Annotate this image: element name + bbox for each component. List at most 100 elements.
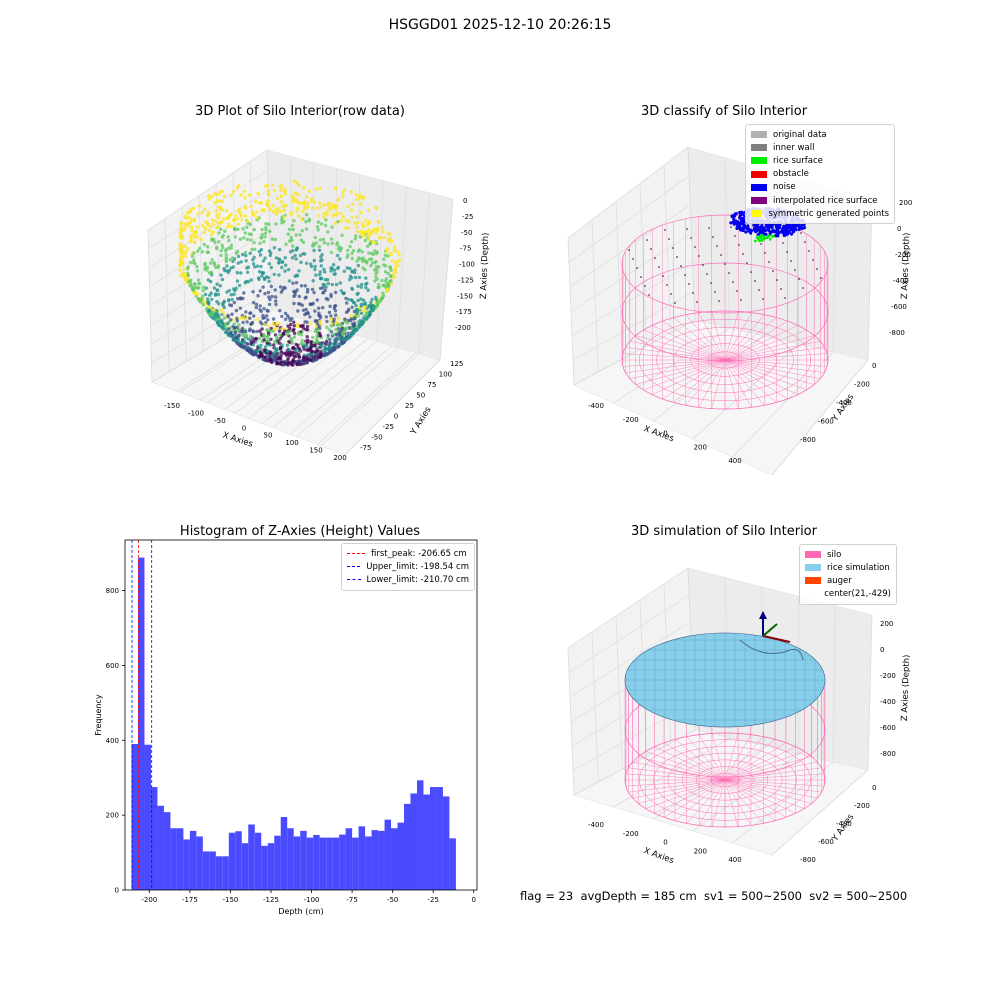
grid-line <box>771 359 869 476</box>
data-point <box>231 218 236 222</box>
auger-y-arrow <box>762 623 778 637</box>
data-point <box>365 281 369 285</box>
data-point <box>225 264 229 268</box>
data-point <box>357 275 362 280</box>
data-point <box>374 206 379 210</box>
x-axis-label: X Axies <box>642 846 675 866</box>
data-point <box>240 328 244 333</box>
z-tick-label: -175 <box>456 308 472 316</box>
legend-swatch <box>805 577 821 585</box>
data-point <box>289 211 293 215</box>
data-point <box>192 258 196 262</box>
grid-line <box>296 347 399 438</box>
legend-swatch <box>751 183 767 191</box>
data-point <box>254 349 258 353</box>
data-point <box>311 359 315 363</box>
data-point <box>318 238 322 242</box>
data-point <box>203 292 208 297</box>
interpolated-point <box>714 291 716 293</box>
data-point <box>249 311 253 315</box>
data-point <box>392 275 397 280</box>
data-point <box>253 247 257 251</box>
data-point <box>318 273 322 277</box>
data-point <box>278 337 282 341</box>
data-point <box>202 242 206 247</box>
data-point <box>223 330 228 335</box>
data-point <box>195 264 199 269</box>
data-point <box>332 268 337 272</box>
data-point <box>266 318 270 322</box>
data-point <box>180 249 184 253</box>
raw-axes-box <box>147 149 454 456</box>
data-point <box>208 261 213 265</box>
data-point <box>240 218 244 222</box>
noise-point <box>732 220 736 224</box>
data-point <box>389 282 393 286</box>
legend-item: Upper_limit: -198.54 cm <box>347 560 469 573</box>
classify-plot-title: 3D classify of Silo Interior <box>640 104 808 119</box>
data-point <box>219 308 224 312</box>
data-point <box>312 290 316 295</box>
y-tick-label: 75 <box>428 381 437 389</box>
noise-point <box>774 229 778 233</box>
grid-line <box>272 340 378 428</box>
noise-point <box>778 226 782 230</box>
data-point <box>267 302 272 307</box>
data-point <box>305 324 310 329</box>
data-point <box>306 287 310 292</box>
data-point <box>263 231 268 236</box>
data-point <box>323 345 327 349</box>
data-point <box>351 249 356 253</box>
data-point <box>210 238 214 242</box>
data-point <box>354 234 358 238</box>
data-point <box>370 306 374 311</box>
data-point <box>368 242 372 246</box>
data-point <box>343 317 347 321</box>
noise-point <box>766 225 770 229</box>
data-point <box>318 186 322 191</box>
data-point <box>375 303 380 307</box>
data-point <box>280 221 284 225</box>
data-point <box>229 243 234 247</box>
data-point <box>217 205 221 209</box>
histogram-bar <box>358 826 366 890</box>
data-point <box>226 225 230 229</box>
interpolated-point <box>758 289 760 291</box>
data-point <box>345 301 349 305</box>
data-point <box>222 194 226 198</box>
data-point <box>287 316 291 320</box>
data-point <box>219 227 223 231</box>
data-point <box>308 315 312 319</box>
data-point <box>279 350 284 355</box>
data-point <box>327 328 331 332</box>
data-point <box>359 297 363 301</box>
data-point <box>283 317 288 321</box>
data-point <box>345 266 349 270</box>
data-point <box>245 237 250 242</box>
data-point <box>264 228 268 232</box>
data-point <box>329 269 333 273</box>
y-tick-label: 100 <box>439 371 452 379</box>
data-point <box>369 232 373 236</box>
interpolated-point <box>720 254 722 256</box>
noise-point <box>767 229 771 233</box>
grid-line <box>724 157 730 329</box>
data-point <box>306 201 310 205</box>
data-point <box>393 261 397 265</box>
data-point <box>195 225 200 229</box>
legend-label: rice surface <box>773 155 823 166</box>
legend-label: Lower_limit: -210.70 cm <box>366 574 469 585</box>
data-point <box>397 253 401 257</box>
data-point <box>196 249 200 253</box>
data-point <box>369 300 373 305</box>
data-point <box>346 321 350 325</box>
data-point <box>237 283 242 288</box>
grid-line <box>570 233 692 312</box>
histogram-title: Histogram of Z-Axies (Height) Values <box>179 524 421 539</box>
data-point <box>354 303 358 308</box>
data-point <box>183 244 187 249</box>
data-point <box>266 290 271 295</box>
data-point <box>341 336 346 340</box>
data-point <box>283 187 287 192</box>
data-point <box>259 248 264 252</box>
